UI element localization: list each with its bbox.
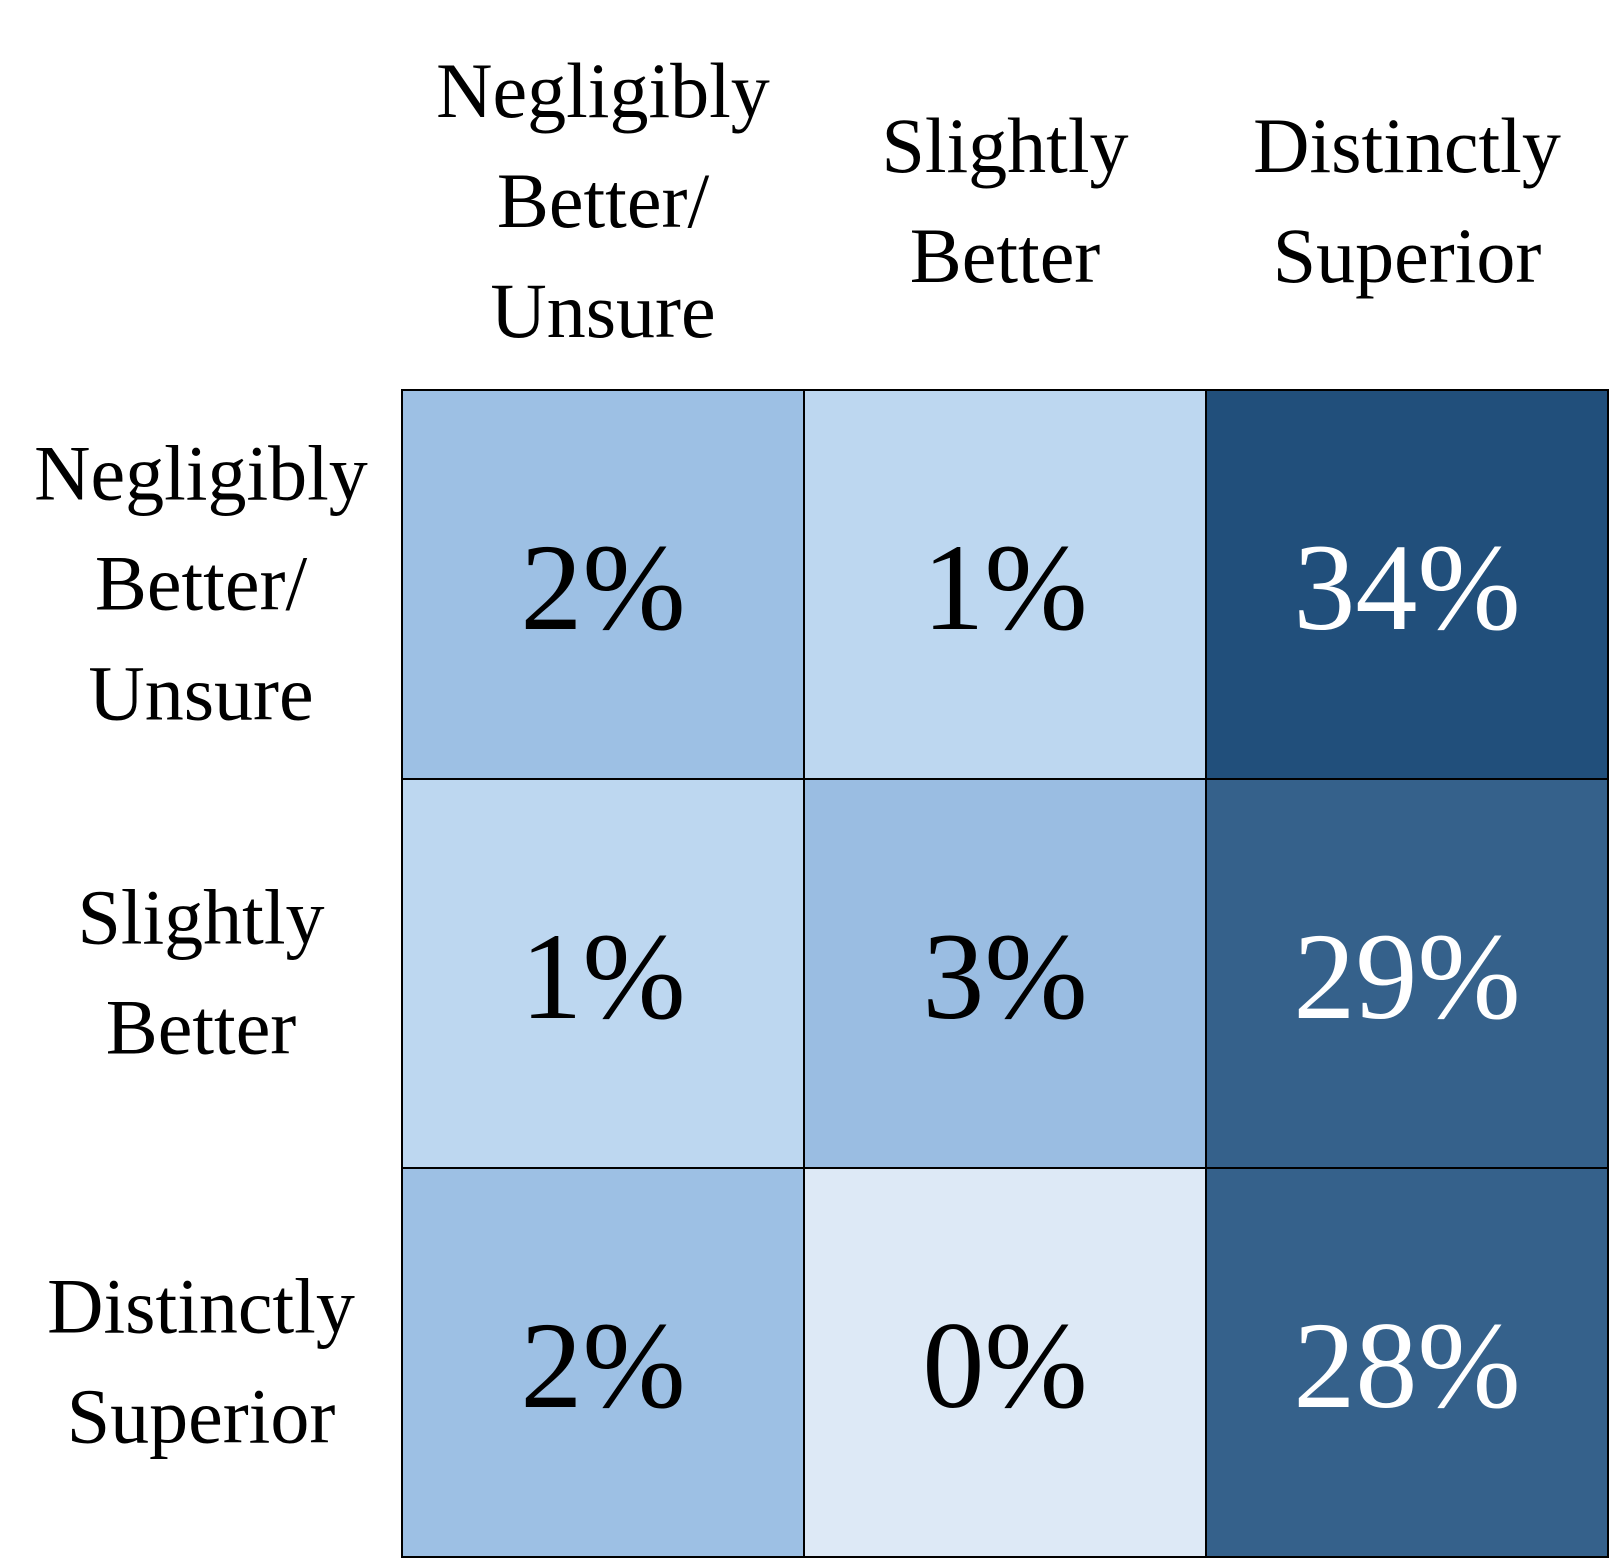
column-label-2-line-0: Distinctly — [1253, 102, 1561, 189]
row-label-1-line-1: Better — [106, 983, 297, 1070]
column-label-2: Distinctly Superior — [1253, 102, 1561, 299]
row-label-0-line-0: Negligibly — [34, 429, 368, 516]
cell-value-r2-c0: 2% — [520, 1297, 685, 1434]
column-label-0-line-2: Unsure — [490, 267, 715, 354]
row-label-0-line-1: Better/ — [95, 539, 308, 626]
cell-value-r0-c2: 34% — [1293, 519, 1520, 656]
heatmap-cells — [401, 389, 1609, 1558]
column-labels: Negligibly Better/Unsure Slightly Better Dis… — [436, 47, 1561, 354]
cell-value-r2-c1: 0% — [922, 1297, 1087, 1434]
heatmap-cell-r0-c1 — [803, 389, 1207, 780]
heatmap-cell-r2-c0 — [401, 1167, 805, 1558]
heatmap-cell-r0-c0 — [401, 389, 805, 780]
heatmap-cell-r1-c0 — [401, 778, 805, 1169]
cell-value-r1-c0: 1% — [520, 908, 685, 1045]
heatmap-cell-r1-c1 — [803, 778, 1207, 1169]
cell-value-r0-c0: 2% — [520, 519, 685, 656]
column-label-0-line-0: Negligibly — [436, 47, 770, 134]
row-label-1-line-0: Slightly — [77, 873, 324, 960]
column-label-1: Slightly Better — [881, 102, 1128, 299]
cell-value-r1-c2: 29% — [1293, 908, 1520, 1045]
row-label-1: Slightly Better — [77, 873, 324, 1070]
cell-value-r2-c2: 28% — [1293, 1297, 1520, 1434]
heatmap-cell-r0-c2 — [1205, 389, 1609, 780]
column-label-2-line-1: Superior — [1273, 212, 1542, 299]
row-label-2-line-0: Distinctly — [47, 1262, 355, 1349]
column-label-0-line-1: Better/ — [497, 157, 710, 244]
cell-value-r0-c1: 1% — [922, 519, 1087, 656]
row-label-2: Distinctly Superior — [47, 1262, 355, 1459]
row-labels: Negligibly Better/Unsure Slightly Better Dis… — [34, 429, 368, 1459]
cell-value-labels: 2% 1% 34% 1% 3% 29% 2% 0% 28% — [520, 519, 1520, 1434]
column-label-1-line-1: Better — [910, 212, 1101, 299]
column-label-1-line-0: Slightly — [881, 102, 1128, 189]
column-label-0: Negligibly Better/Unsure — [436, 47, 770, 354]
cell-value-r1-c1: 3% — [922, 908, 1087, 1045]
row-label-0-line-2: Unsure — [88, 649, 313, 736]
heatmap-cell-r2-c1 — [803, 1167, 1207, 1558]
heatmap-cell-r1-c2 — [1205, 778, 1609, 1169]
heatmap-cell-r2-c2 — [1205, 1167, 1609, 1558]
row-label-2-line-1: Superior — [67, 1372, 336, 1459]
row-label-0: Negligibly Better/Unsure — [34, 429, 368, 736]
